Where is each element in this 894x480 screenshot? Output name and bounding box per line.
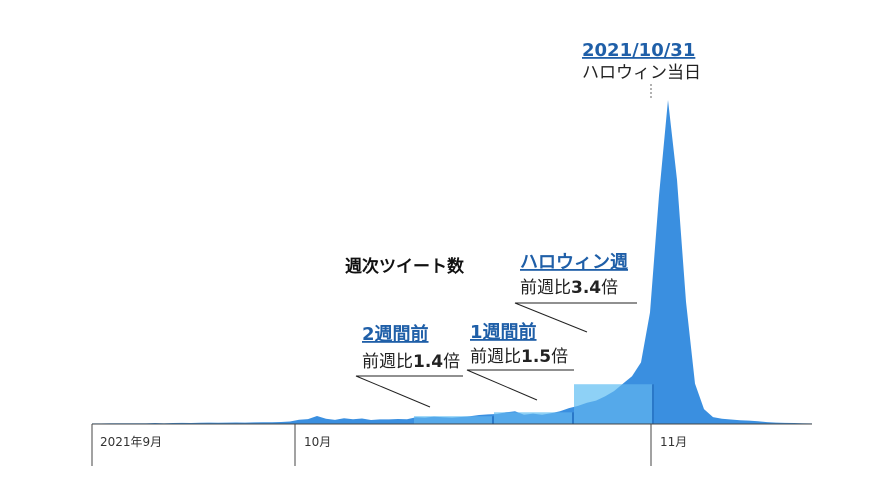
halloween-week-ratio: 前週比3.4倍 xyxy=(520,278,618,298)
one-week-before-ratio: 前週比1.5倍 xyxy=(470,347,568,367)
peak-annotation-text: ハロウィン当日 xyxy=(582,63,701,83)
one-week-before-callout xyxy=(466,369,574,401)
weekly-total-overlay xyxy=(494,412,573,424)
ratio-suffix: 倍 xyxy=(551,347,568,367)
two-weeks-before-title: 2週間前 xyxy=(362,323,429,345)
ratio-prefix: 前週比 xyxy=(362,352,413,372)
ratio-prefix: 前週比 xyxy=(520,278,571,298)
weekly-total-overlay xyxy=(574,384,653,424)
peak-annotation-title: 2021/10/31 xyxy=(582,40,695,61)
halloween-week-callout xyxy=(514,302,637,333)
ratio-suffix: 倍 xyxy=(601,278,618,298)
halloween-week-title: ハロウィン週 xyxy=(520,252,628,273)
ratio-value: 1.5 xyxy=(521,347,551,367)
one-week-before-title: 1週間前 xyxy=(470,321,537,343)
weekly-total-overlay xyxy=(414,416,493,424)
ratio-suffix: 倍 xyxy=(443,352,460,372)
chart-title: 週次ツイート数 xyxy=(345,256,465,277)
two-weeks-before-ratio: 前週比1.4倍 xyxy=(362,352,460,372)
ratio-value: 3.4 xyxy=(571,278,601,298)
x-tick-label-oct: 10月 xyxy=(304,435,331,449)
x-tick-label-nov: 11月 xyxy=(660,435,687,449)
x-tick-label-sep: 2021年9月 xyxy=(100,435,162,449)
two-weeks-before-callout xyxy=(355,375,463,408)
daily-tweet-area xyxy=(92,100,812,424)
ratio-prefix: 前週比 xyxy=(470,347,521,367)
weekly-total-overlays xyxy=(414,384,654,424)
ratio-value: 1.4 xyxy=(413,352,443,372)
